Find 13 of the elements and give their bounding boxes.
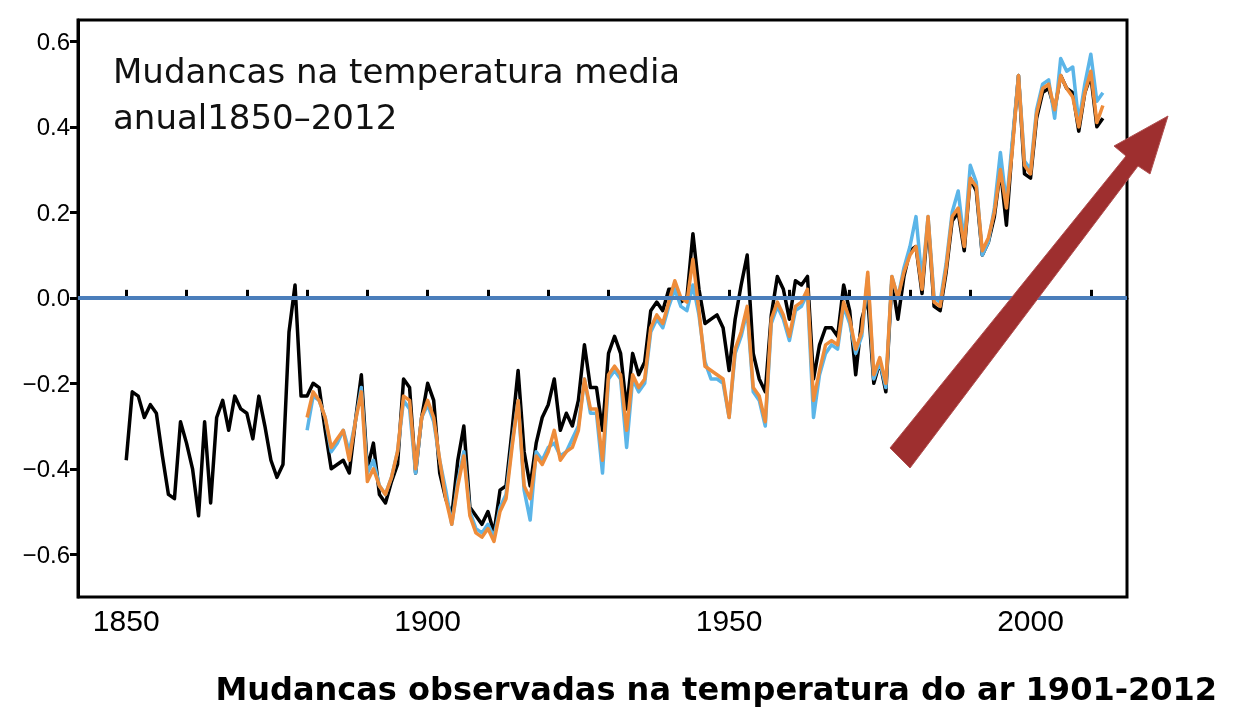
text: Mudancas observadas na temperatura do ar 1901-2012 <box>215 670 1217 708</box>
y-tick-label: −0.6 <box>22 540 70 568</box>
x-tick-label: 1900 <box>394 603 462 637</box>
x-tick-label: 2000 <box>997 603 1064 637</box>
x-tick-label: 1950 <box>695 603 763 637</box>
y-tick-label: 0.6 <box>36 27 70 55</box>
text: Mudancas na temperatura media anual1850–2012 <box>113 51 691 137</box>
y-tick-label: −0.2 <box>22 369 70 397</box>
y-tick-label: 0.4 <box>36 113 70 141</box>
y-tick-label: 0.2 <box>36 198 70 226</box>
y-tick-label: −0.4 <box>22 455 70 483</box>
x-tick-label: 1850 <box>92 603 160 637</box>
y-tick-label: 0.0 <box>36 284 70 312</box>
